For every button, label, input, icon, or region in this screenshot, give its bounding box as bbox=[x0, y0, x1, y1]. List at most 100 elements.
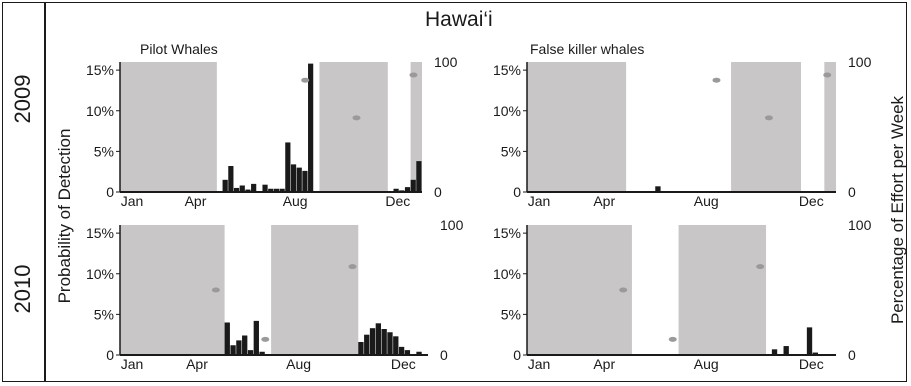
panel-0-detection-bar bbox=[399, 190, 405, 192]
panel-2-x-tick-label: Aug bbox=[286, 356, 311, 372]
panel-3-detection-bar bbox=[771, 349, 778, 355]
panel-2-shading-1 bbox=[271, 225, 359, 355]
panel-2-detection-bar bbox=[230, 345, 236, 355]
panel-0-detection-bar bbox=[290, 164, 297, 192]
panel-title-pilot-whales: Pilot Whales bbox=[140, 41, 218, 57]
figure-frame bbox=[2, 2, 907, 382]
panel-0-detection-bar bbox=[233, 187, 240, 192]
panel-0-detection-bar bbox=[239, 185, 245, 192]
panel-0-detection-bar bbox=[302, 170, 308, 192]
panel-1-shading-0 bbox=[527, 62, 627, 192]
panel-0-detection-bar bbox=[245, 189, 251, 192]
panel-0-detection-bar bbox=[268, 188, 274, 192]
panel-1-x-tick-label: Jan bbox=[528, 193, 551, 209]
panel-2-detection-bar bbox=[236, 340, 242, 355]
panel-2-effort-marker bbox=[261, 336, 270, 342]
panel-3-detection-bar bbox=[812, 352, 819, 355]
panel-2-effort-marker bbox=[211, 287, 220, 293]
panel-2-detection-bar bbox=[224, 322, 230, 355]
panel-1-effort-marker bbox=[712, 77, 721, 83]
panel-0-left-tick-label: 15% bbox=[86, 62, 114, 78]
row-label-divider bbox=[44, 2, 46, 382]
panel-1-left-tick-label: 5% bbox=[501, 143, 521, 159]
panel-1-detection-bar bbox=[655, 186, 661, 192]
panel-2-detection-bar bbox=[387, 332, 393, 355]
panel-1-effort-marker bbox=[823, 72, 832, 78]
panel-0-detection-bar bbox=[416, 161, 422, 192]
panel-2-detection-bar bbox=[375, 323, 382, 355]
panel-3-left-tick-label: 0 bbox=[513, 347, 521, 363]
panel-0-detection-bar bbox=[393, 188, 399, 192]
panel-3-effort-marker bbox=[619, 287, 628, 293]
panel-1-left-tick-label: 0 bbox=[513, 184, 521, 200]
panel-title-false-killer-whales: False killer whales bbox=[530, 41, 645, 57]
panel-2-shading-0 bbox=[120, 225, 225, 355]
panel-3-x-tick-label: Dec bbox=[799, 356, 824, 372]
panel-0-x-tick-label: Apr bbox=[185, 193, 207, 209]
panel-0-detection-bar bbox=[251, 183, 257, 192]
panel-0-right-tick-label: 0 bbox=[434, 184, 442, 200]
panel-2-detection-bar bbox=[364, 334, 370, 355]
panel-0-detection-bar bbox=[222, 179, 228, 192]
panel-1-right-tick-label: 100 bbox=[848, 54, 872, 70]
panel-3-right-tick-label: 0 bbox=[848, 347, 856, 363]
panel-2-detection-bar bbox=[393, 336, 399, 355]
panel-2-detection-bar bbox=[398, 346, 405, 355]
panel-1-right-tick-label: 0 bbox=[848, 184, 856, 200]
panel-2-detection-bar bbox=[404, 350, 411, 355]
panel-2-detection-bar bbox=[358, 342, 364, 355]
panel-0-detection-bar bbox=[296, 167, 302, 192]
panel-2-x-tick-label: Jan bbox=[121, 356, 144, 372]
panel-0-x-tick-label: Jan bbox=[121, 193, 144, 209]
panel-2-detection-bar bbox=[247, 350, 254, 355]
panel-2-x-tick-label: Apr bbox=[186, 356, 208, 372]
panel-3-x-tick-label: Apr bbox=[593, 356, 615, 372]
panel-2-detection-bar bbox=[259, 351, 265, 355]
panel-0-shading-1 bbox=[319, 62, 388, 192]
panel-0-detection-bar bbox=[410, 179, 416, 192]
panel-0-right-tick-label: 100 bbox=[434, 54, 458, 70]
panel-0-x-tick-label: Dec bbox=[385, 193, 410, 209]
panel-3-right-tick-label: 100 bbox=[848, 217, 872, 233]
panel-0-detection-bar bbox=[404, 187, 411, 192]
panel-0-left-tick-label: 10% bbox=[86, 103, 114, 119]
region-title: Hawai‘i bbox=[425, 8, 493, 31]
panel-2-effort-marker bbox=[348, 264, 357, 270]
panel-0-effort-marker bbox=[409, 72, 418, 78]
panel-2-detection-bar bbox=[416, 351, 422, 355]
panel-0-x-tick-label: Aug bbox=[283, 193, 308, 209]
panel-3-x-tick-label: Aug bbox=[694, 356, 719, 372]
panel-0-shading-2 bbox=[410, 62, 422, 192]
panel-3-detection-bar bbox=[806, 327, 813, 355]
panel-1-x-tick-label: Apr bbox=[593, 193, 615, 209]
panel-0-detection-bar bbox=[228, 166, 234, 192]
panel-1-shading-2 bbox=[824, 62, 836, 192]
panel-3-detection-bar bbox=[783, 346, 789, 355]
panel-2-left-tick-label: 10% bbox=[86, 266, 114, 282]
panel-3-left-tick-label: 10% bbox=[493, 266, 521, 282]
panel-2-detection-bar bbox=[410, 354, 416, 355]
panel-0-left-tick-label: 5% bbox=[94, 143, 114, 159]
panel-0-effort-marker bbox=[352, 115, 361, 121]
panel-2-x-tick-label: Dec bbox=[391, 356, 416, 372]
panel-3-left-tick-label: 5% bbox=[501, 306, 521, 322]
panel-3-shading-0 bbox=[527, 225, 632, 355]
panel-0-detection-bar bbox=[279, 188, 285, 192]
panel-1-effort-marker bbox=[764, 115, 773, 121]
panel-0-left-tick-label: 0 bbox=[106, 184, 114, 200]
panel-3-effort-marker bbox=[668, 336, 677, 342]
panel-2-detection-bar bbox=[369, 328, 376, 355]
panel-1-shading-1 bbox=[731, 62, 802, 192]
panel-0-detection-bar bbox=[273, 188, 280, 192]
panel-2-detection-bar bbox=[242, 335, 248, 355]
panel-3-x-tick-label: Jan bbox=[528, 356, 551, 372]
panel-1-left-tick-label: 15% bbox=[493, 62, 521, 78]
panel-3-shading-1 bbox=[678, 225, 767, 355]
panel-1-x-tick-label: Aug bbox=[694, 193, 719, 209]
panel-2-left-tick-label: 15% bbox=[86, 225, 114, 241]
panel-1-x-tick-label: Dec bbox=[799, 193, 824, 209]
panel-3-left-tick-label: 15% bbox=[493, 225, 521, 241]
panel-0-effort-marker bbox=[301, 77, 310, 83]
panel-0-detection-bar bbox=[262, 184, 268, 192]
